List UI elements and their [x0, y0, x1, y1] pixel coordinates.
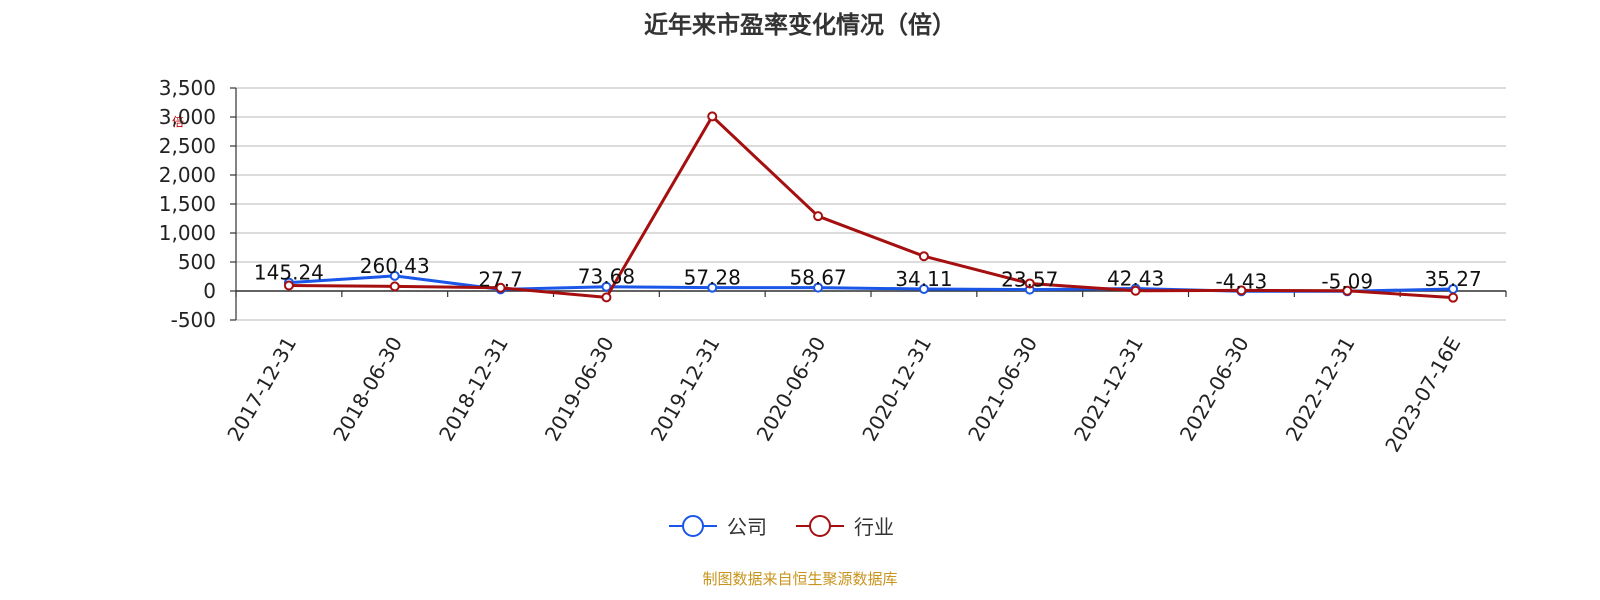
legend-marker: [682, 515, 704, 537]
x-tick-label: 2019-12-31: [646, 333, 725, 446]
y-tick-label: 1,500: [159, 192, 216, 216]
series-industry: [283, 111, 1459, 303]
data-point: [1130, 285, 1141, 296]
data-point: [813, 211, 824, 222]
data-label: 260.43: [360, 254, 430, 278]
data-point: [283, 280, 294, 291]
data-label: 145.24: [254, 261, 324, 285]
data-label: 57.28: [684, 266, 741, 290]
data-label: -5.09: [1321, 269, 1373, 293]
data-label: 27.7: [478, 267, 523, 291]
data-point: [1024, 278, 1035, 289]
y-axis-unit-label: 倍: [172, 114, 184, 129]
data-label: 42.43: [1107, 267, 1164, 291]
data-label: 34.11: [895, 267, 952, 291]
data-label: 35.27: [1424, 267, 1481, 291]
data-point: [1342, 285, 1353, 296]
y-tick-label: 1,000: [159, 221, 216, 245]
y-tick-label: 2,500: [159, 134, 216, 158]
data-label: 73.68: [578, 265, 635, 289]
x-tick-label: 2021-12-31: [1069, 333, 1148, 446]
data-point: [1236, 285, 1247, 296]
data-point: [1448, 292, 1459, 303]
y-tick-label: 0: [203, 279, 216, 303]
x-tick-label: 2017-12-31: [222, 333, 301, 446]
x-tick-label: 2020-12-31: [857, 333, 936, 446]
x-tick-label: 2018-06-30: [328, 333, 407, 446]
series-line: [288, 274, 1454, 293]
y-tick-label: 3,500: [159, 76, 216, 100]
y-tick-label: 3,000: [159, 105, 216, 129]
legend-item-industry[interactable]: 行业: [796, 515, 894, 539]
data-point: [918, 251, 929, 262]
series-lines: [283, 111, 1459, 303]
legend-label: 公司: [727, 515, 767, 539]
x-tick-label: 2022-12-31: [1281, 333, 1360, 446]
data-point: [389, 281, 400, 292]
data-point: [495, 282, 506, 293]
legend[interactable]: 公司 行业: [669, 515, 894, 539]
x-tick-label: 2018-12-31: [434, 333, 513, 446]
data-labels: 145.24 260.43 27.7 73.68 57.28 58.67 34.11 23.5…: [254, 254, 1482, 293]
legend-label: 行业: [854, 515, 894, 539]
data-point: [918, 284, 929, 295]
data-label: 58.67: [789, 266, 846, 290]
x-tick-label: 2020-06-30: [752, 333, 831, 446]
data-point: [601, 292, 612, 303]
source-note: 制图数据来自恒生聚源数据库: [702, 570, 897, 588]
data-point: [707, 111, 718, 122]
x-tick-label: 2021-06-30: [963, 333, 1042, 446]
data-point: [389, 270, 400, 281]
series-line: [288, 114, 1454, 300]
data-point: [601, 281, 612, 292]
legend-marker: [809, 515, 831, 537]
x-tick-label: 2019-06-30: [540, 333, 619, 446]
y-tick-label: 500: [178, 250, 216, 274]
x-tick-label: 2023-07-16E: [1380, 333, 1465, 457]
data-point: [813, 282, 824, 293]
y-tick-label: -500: [171, 308, 216, 332]
data-point: [707, 282, 718, 293]
chart-title: 近年来市盈率变化情况（倍）: [644, 11, 956, 39]
data-label: -4.43: [1216, 269, 1268, 293]
grid-lines: [236, 87, 1506, 321]
legend-item-company[interactable]: 公司: [669, 515, 767, 539]
x-tick-label: 2022-06-30: [1175, 333, 1254, 446]
data-label: 23.57: [1001, 268, 1058, 292]
y-tick-label: 2,000: [159, 163, 216, 187]
